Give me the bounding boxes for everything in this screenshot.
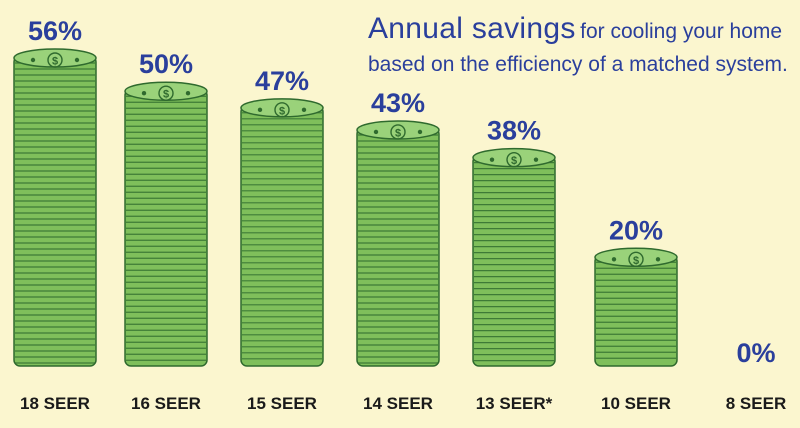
dollar-sign-icon: $ [633, 255, 639, 267]
category-label: 8 SEER [726, 394, 786, 413]
bar-stack: $ [240, 98, 324, 367]
dollar-seal-icon [158, 85, 174, 101]
dollar-sign-icon: $ [163, 89, 169, 101]
bar-stack: $ [124, 81, 208, 367]
category-label: 18 SEER [20, 394, 90, 413]
chart-title: Annual savings for cooling your home bas… [368, 12, 798, 77]
value-label: 20% [609, 215, 663, 245]
bill-dot [257, 107, 263, 113]
value-label: 43% [371, 88, 425, 118]
dollar-sign-icon: $ [279, 105, 285, 117]
dollar-seal-icon [628, 251, 644, 267]
category-label: 16 SEER [131, 394, 201, 413]
bill-dot [611, 257, 617, 262]
title-rest: for cooling your home [580, 20, 783, 43]
bill-dot [141, 91, 147, 96]
bill-dot [489, 157, 495, 162]
bar-stack: $ [472, 147, 556, 367]
value-label: 50% [139, 49, 193, 79]
bar-stack: $ [594, 247, 678, 367]
dollar-seal-icon [390, 124, 406, 140]
dollar-sign-icon: $ [52, 56, 58, 68]
dollar-seal-icon [274, 102, 290, 118]
category-label: 14 SEER [363, 394, 433, 413]
bill-dot [655, 257, 661, 262]
bar-stack: $ [356, 120, 440, 367]
bar-stack: $ [13, 48, 97, 367]
bar-body [240, 105, 324, 367]
bill-dot [417, 129, 423, 135]
title-main: Annual savings [368, 12, 576, 45]
bar-body [356, 127, 440, 367]
bill-dot [30, 57, 36, 63]
bill-dot [533, 157, 539, 162]
value-label: 0% [736, 338, 775, 368]
category-label: 13 SEER* [476, 394, 553, 413]
bill-dot [185, 91, 191, 96]
dollar-seal-icon [506, 151, 522, 168]
bar-body [13, 55, 97, 367]
dollar-sign-icon: $ [511, 155, 517, 167]
dollar-seal-icon [47, 52, 63, 68]
dollar-sign-icon: $ [395, 127, 401, 139]
bill-dot [373, 129, 379, 135]
value-label: 56% [28, 16, 82, 46]
bill-dot [74, 57, 80, 63]
title-line2: based on the efficiency of a matched sys… [368, 52, 788, 76]
value-label: 38% [487, 116, 541, 146]
category-label: 15 SEER [247, 394, 317, 413]
category-label: 10 SEER [601, 394, 671, 413]
value-label: 47% [255, 66, 309, 96]
bill-dot [301, 107, 307, 113]
